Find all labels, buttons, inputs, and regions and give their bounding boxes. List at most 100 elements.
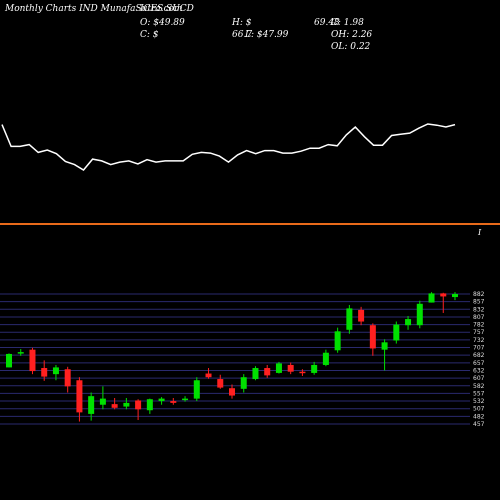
candle (193, 377, 200, 402)
high-label: H: $ (232, 18, 252, 28)
candle-body (299, 371, 306, 374)
candle-body (311, 364, 318, 373)
candle (6, 353, 12, 368)
candle (123, 398, 130, 410)
candle (452, 292, 458, 301)
candle-body (99, 398, 106, 405)
candle (346, 305, 353, 334)
candle (252, 366, 259, 381)
candle-body (41, 368, 48, 377)
candle-body (252, 368, 259, 380)
candle (311, 361, 318, 375)
ticker-label: ICES SUCD (140, 4, 194, 14)
candle (99, 386, 106, 410)
candle-body (264, 368, 271, 376)
candle (440, 292, 447, 313)
candle (334, 327, 341, 353)
open-label: O: $49.89 (140, 18, 185, 28)
candle-body (229, 388, 235, 396)
candle (369, 323, 376, 356)
divider-area: I (0, 223, 500, 237)
grid-area (0, 293, 470, 425)
ol-label: OL: 0.22 (331, 42, 371, 52)
y-tick-label: 532 (473, 398, 485, 405)
candle (264, 364, 271, 378)
candle (170, 398, 177, 405)
candle-body (240, 377, 247, 389)
low-fragment: 66.7 (232, 30, 253, 40)
candle-body (322, 352, 329, 365)
candle (146, 398, 153, 414)
candle-body (452, 294, 458, 298)
y-tick-label: 732 (473, 337, 485, 344)
candle-body (193, 380, 200, 399)
candle (52, 364, 59, 381)
candle-body (405, 319, 412, 326)
candle-body (135, 400, 142, 410)
candle (287, 362, 294, 375)
price-line (1, 123, 456, 171)
y-tick-label: 757 (473, 329, 485, 336)
y-tick-label: 507 (473, 406, 485, 413)
candle-body (358, 309, 365, 322)
candle (381, 339, 388, 371)
site-label: Monthly Charts IND MunafaSutra.com (5, 4, 183, 14)
candle (322, 349, 329, 367)
candle (358, 306, 365, 326)
candle-body (182, 398, 189, 401)
y-tick-label: 557 (473, 390, 485, 397)
y-tick-label: 857 (473, 299, 485, 306)
candle-body (123, 402, 130, 407)
candle (182, 396, 189, 402)
candle (240, 374, 247, 393)
candle-body (275, 363, 282, 373)
candle (229, 384, 235, 399)
candle-body (334, 331, 341, 351)
y-tick-label: 582 (473, 383, 485, 390)
candle (76, 377, 83, 422)
candle-body (416, 303, 423, 326)
candle (17, 349, 24, 356)
candle (29, 347, 36, 375)
candle (205, 368, 212, 379)
candle-body (205, 373, 212, 378)
candle-body (428, 293, 435, 303)
candle-body (76, 380, 83, 413)
candle-body (440, 293, 447, 297)
candle (135, 399, 142, 421)
candle (405, 316, 412, 330)
candle (41, 360, 48, 381)
candle-body (111, 404, 118, 408)
y-tick-label: 657 (473, 360, 485, 367)
change-label: C: 1.98 (331, 18, 364, 28)
y-tick-label: 682 (473, 352, 485, 359)
candle (217, 374, 224, 389)
candle (416, 300, 423, 329)
high-value: 69.48 (314, 18, 340, 28)
candle-body (88, 396, 95, 414)
line-chart-area (1, 123, 456, 171)
candle-body (217, 379, 224, 388)
candle-body (64, 369, 71, 387)
divider-marker: I (477, 228, 482, 237)
candle-body (346, 308, 353, 330)
candle (393, 321, 400, 344)
candle-body (17, 352, 24, 354)
candle-body (146, 399, 153, 411)
y-axis: 8828578328077827577327076826576326075825… (473, 291, 485, 428)
oh-label: OH: 2.26 (331, 30, 373, 40)
y-tick-label: 457 (473, 421, 485, 428)
candle (428, 292, 435, 303)
y-tick-label: 832 (473, 306, 485, 313)
candle (299, 369, 306, 376)
candle (88, 392, 95, 421)
candle-body (170, 401, 177, 403)
y-tick-label: 782 (473, 322, 485, 329)
low-label: L: $47.99 (245, 30, 289, 40)
candle-body (52, 367, 59, 375)
y-tick-label: 482 (473, 413, 485, 420)
close-label: C: $ (140, 30, 159, 40)
candlestick-area (6, 292, 458, 422)
candle (64, 366, 71, 393)
